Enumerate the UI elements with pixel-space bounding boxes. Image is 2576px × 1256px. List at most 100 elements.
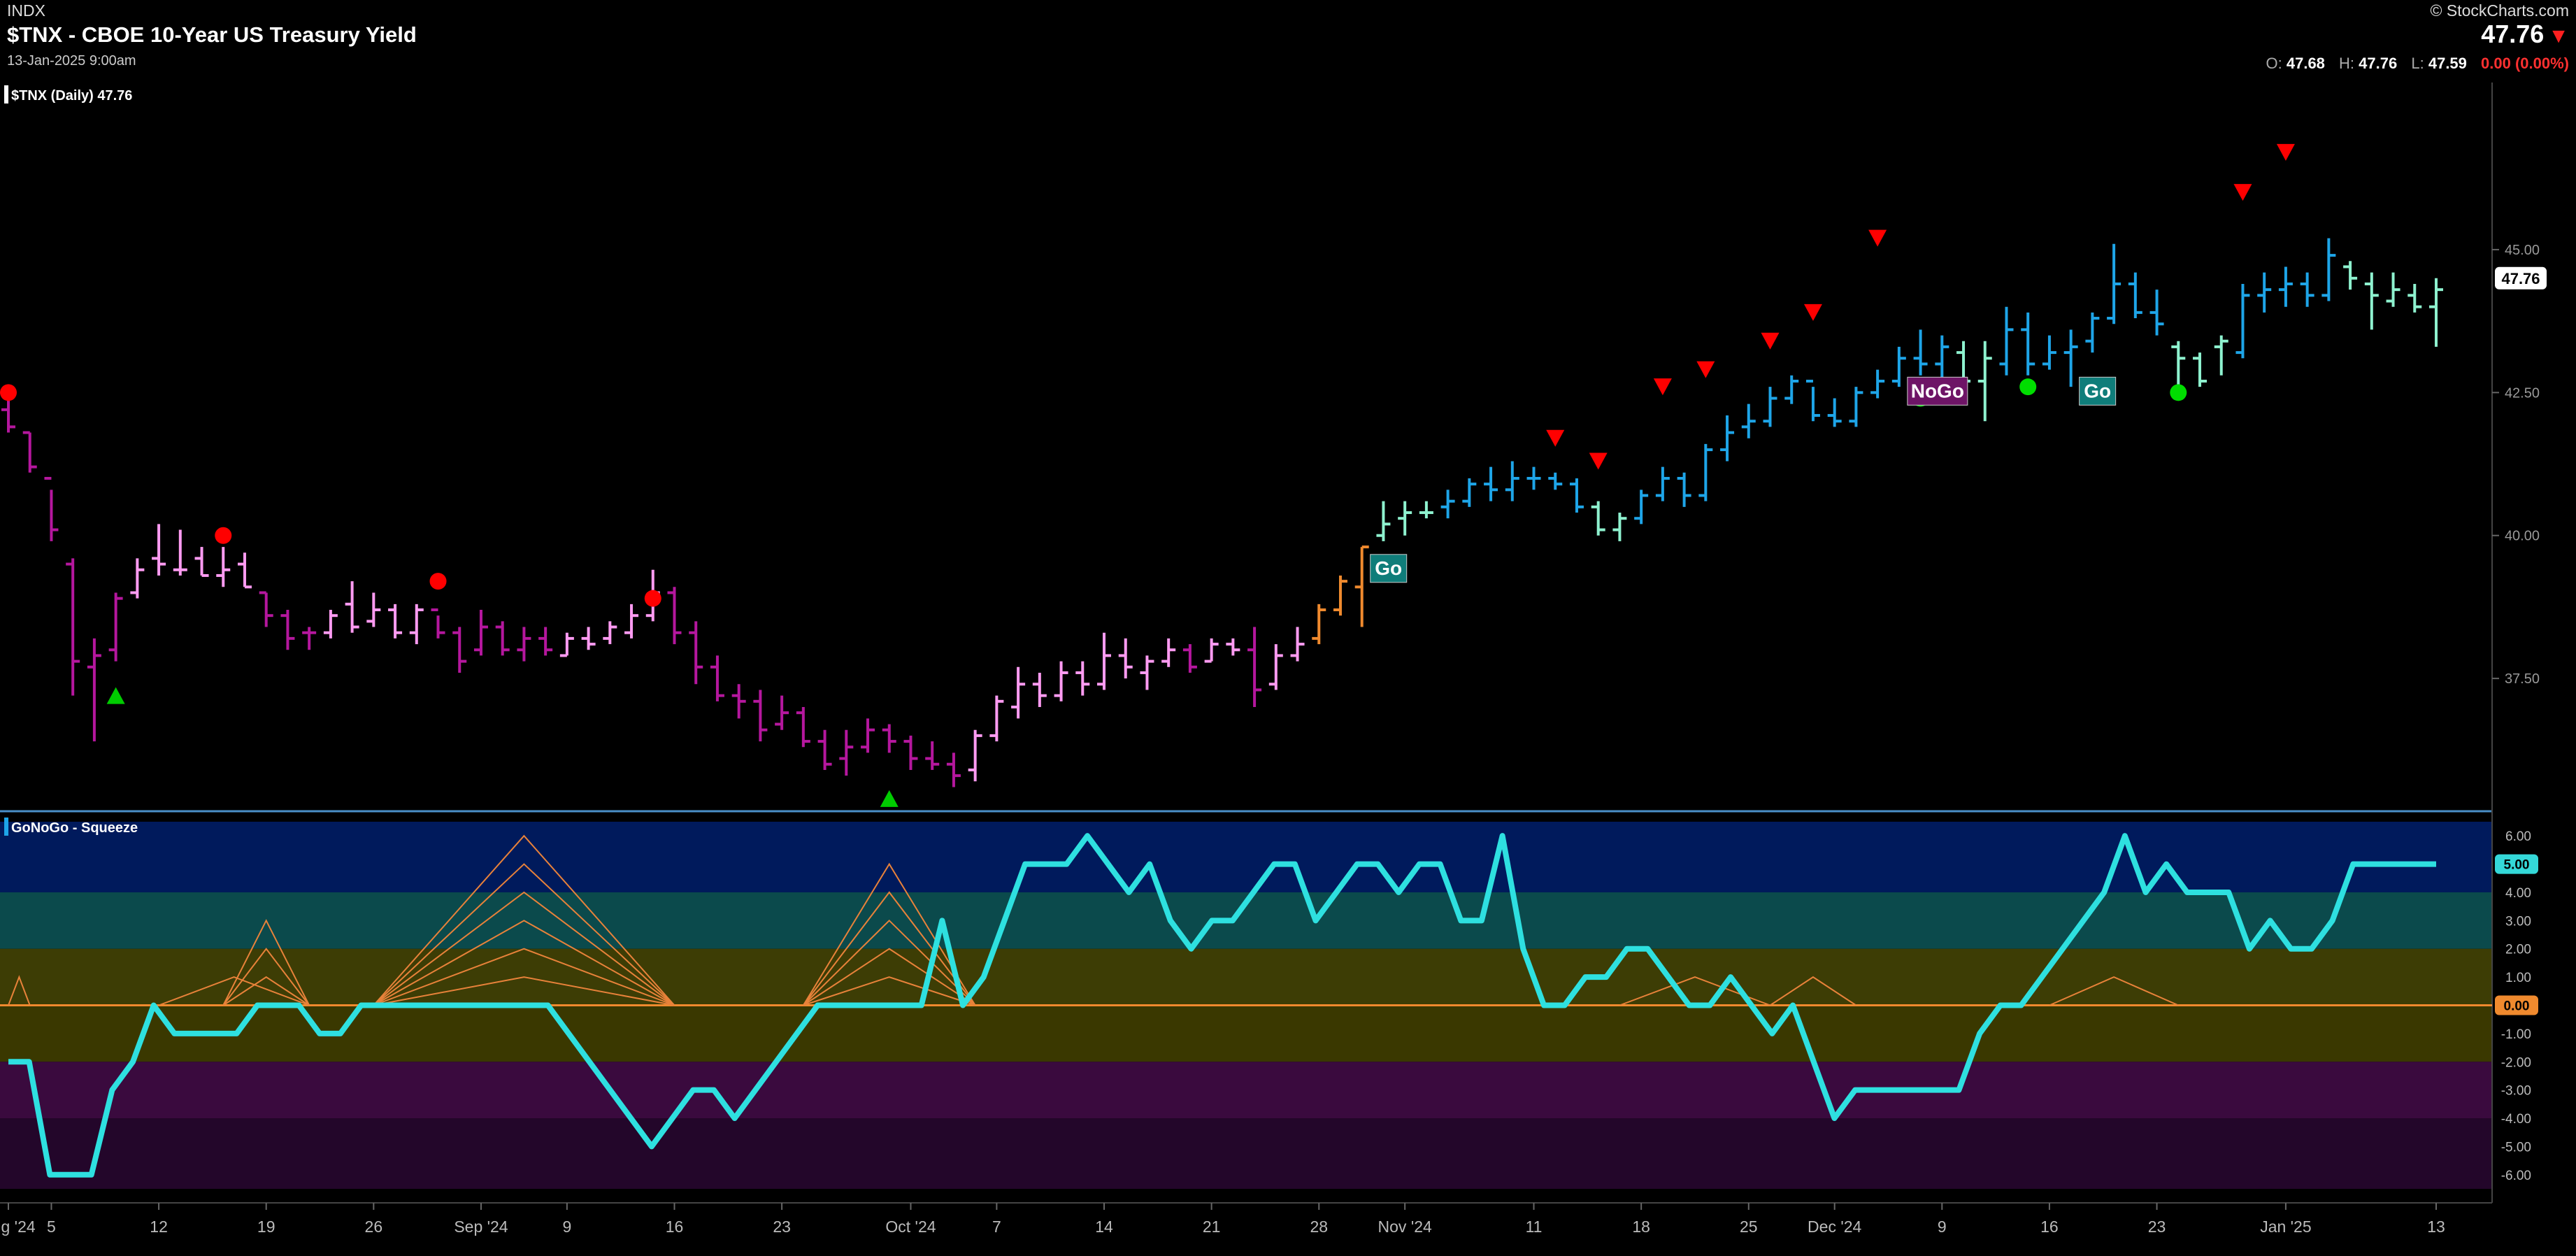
- x-axis: Aug '24 5 12 19 26 Sep '24 9 16 23 Oct '24 7 14 21 28…: [0, 1203, 2445, 1236]
- squeeze-triangle: [803, 948, 976, 1006]
- osc-tick-label: 1.00: [2505, 971, 2531, 985]
- squeeze-triangle: [2049, 976, 2179, 1006]
- x-tick-label: 13: [2427, 1218, 2445, 1236]
- x-tick-label: 23: [2148, 1218, 2166, 1236]
- squeeze-triangle: [373, 891, 675, 1006]
- squeeze-triangle: [373, 863, 675, 1006]
- x-tick-label: 14: [1095, 1218, 1113, 1236]
- signal-triangle-up: [106, 687, 125, 704]
- osc-value-badge: [2495, 854, 2538, 874]
- x-tick-label: 9: [562, 1218, 571, 1236]
- low-value: 47.59: [2428, 55, 2467, 72]
- gonogo-label-box: [1370, 554, 1408, 583]
- osc-band: [0, 948, 2492, 1006]
- oscillator-line: [8, 833, 2436, 1178]
- osc-tick-label: 4.00: [2505, 886, 2531, 901]
- squeeze-triangle: [373, 948, 675, 1006]
- x-tick-label: Sep '24: [454, 1218, 508, 1236]
- x-tick-label: Oct '24: [885, 1218, 936, 1236]
- high-label: H:: [2339, 55, 2355, 72]
- signal-triangle-down: [2233, 184, 2252, 201]
- signal-triangle-down: [1589, 452, 1608, 470]
- squeeze-triangle: [1769, 976, 1856, 1006]
- x-tick-label: 5: [47, 1218, 56, 1236]
- osc-panel-label: GoNoGo - Squeeze: [11, 820, 138, 836]
- x-tick-label: Jan '25: [2260, 1218, 2311, 1236]
- osc-band: [0, 1005, 2492, 1062]
- osc-tick-label: 6.00: [2505, 829, 2531, 844]
- chart-date: 13-Jan-2025 9:00am: [7, 53, 136, 69]
- squeeze-triangle: [373, 834, 675, 1006]
- signal-circle: [2019, 378, 2037, 396]
- change-value: 0.00 (0.00%): [2481, 55, 2569, 72]
- x-tick-label: 21: [1203, 1218, 1221, 1236]
- price-bars: [1, 238, 2443, 787]
- watermark: © StockCharts.com: [2430, 1, 2569, 20]
- x-tick-label: 9: [1938, 1218, 1947, 1236]
- squeeze-triangle: [222, 919, 310, 1006]
- squeeze-triangle: [373, 976, 675, 1006]
- signal-triangle-down: [1696, 361, 1715, 378]
- x-tick-label: 19: [257, 1218, 276, 1236]
- osc-band: [0, 1118, 2492, 1189]
- price-panel-label: $TNX (Daily) 47.76: [11, 88, 132, 104]
- osc-tick-label: 3.00: [2505, 914, 2531, 929]
- x-tick-label: Dec '24: [1808, 1218, 1861, 1236]
- x-tick-label: 12: [150, 1218, 168, 1236]
- high-value: 47.76: [2359, 55, 2398, 72]
- signal-triangle-down: [1653, 378, 1672, 396]
- price-panel: [0, 83, 2492, 810]
- osc-band: [0, 1062, 2492, 1119]
- signal-circle: [2170, 384, 2187, 401]
- osc-panel-marker: [4, 818, 8, 836]
- signal-circle: [0, 384, 17, 401]
- price-y-axis: 37.50 40.00 42.50 45.00 47.76: [2492, 243, 2547, 687]
- x-tick-label: 16: [666, 1218, 684, 1236]
- open-label: O:: [2266, 55, 2282, 72]
- last-price-value: 47.76: [2481, 20, 2545, 48]
- last-value-badge: [2495, 266, 2547, 290]
- ohlc-readout: O: 47.68 H: 47.76 L: 47.59 0.00 (0.00%): [2266, 55, 2570, 73]
- oscillator-bands: [0, 822, 2492, 1189]
- osc-tick-label: -4.00: [2501, 1112, 2531, 1127]
- x-tick-label: 28: [1310, 1218, 1328, 1236]
- squeeze-triangle: [373, 920, 675, 1006]
- osc-tick-label: -5.00: [2501, 1140, 2531, 1155]
- last-price: 47.76 ▼: [2481, 20, 2569, 49]
- x-tick-label: Aug '24: [0, 1218, 36, 1236]
- price-tick-label: 37.50: [2505, 671, 2540, 687]
- osc-tick-label: 2.00: [2505, 943, 2531, 957]
- signal-triangle-down: [2276, 143, 2295, 161]
- chart-title: $TNX - CBOE 10-Year US Treasury Yield: [7, 22, 417, 47]
- signal-circle: [644, 590, 661, 607]
- signal-triangle-down: [1546, 429, 1565, 447]
- squeeze-triangle: [158, 976, 310, 1006]
- signal-triangle-down: [1761, 332, 1780, 350]
- squeeze-triangle: [222, 976, 310, 1006]
- zero-badge: [2495, 995, 2538, 1015]
- last-value-badge-text: 47.76: [2501, 270, 2540, 287]
- x-tick-label: 25: [1740, 1218, 1758, 1236]
- open-value: 47.68: [2286, 55, 2325, 72]
- squeeze-triangle: [803, 891, 976, 1006]
- signal-triangle-down: [1803, 304, 1822, 321]
- gonogo-label-text: NoGo: [1911, 380, 1964, 401]
- x-tick-label: Nov '24: [1378, 1218, 1432, 1236]
- x-tick-label: 23: [773, 1218, 791, 1236]
- squeeze-triangle: [802, 862, 976, 1006]
- gonogo-label-text: Go: [1375, 557, 1402, 579]
- exchange-label: INDX: [7, 1, 45, 20]
- squeeze-triangle: [803, 976, 975, 1006]
- osc-value-badge-text: 5.00: [2504, 858, 2530, 873]
- gonogo-labels: Go NoGo Go: [1370, 376, 2117, 583]
- signal-triangle-down: [1868, 229, 1887, 247]
- osc-tick-label: -3.00: [2501, 1084, 2531, 1099]
- zero-badge-text: 0.00: [2504, 999, 2530, 1014]
- price-tick-label: 40.00: [2505, 529, 2540, 544]
- signal-circle: [429, 573, 447, 590]
- squeeze-triangle: [803, 919, 976, 1006]
- oscillator-series: [8, 833, 2436, 1178]
- price-panel-marker: [4, 85, 8, 104]
- low-label: L:: [2411, 55, 2424, 72]
